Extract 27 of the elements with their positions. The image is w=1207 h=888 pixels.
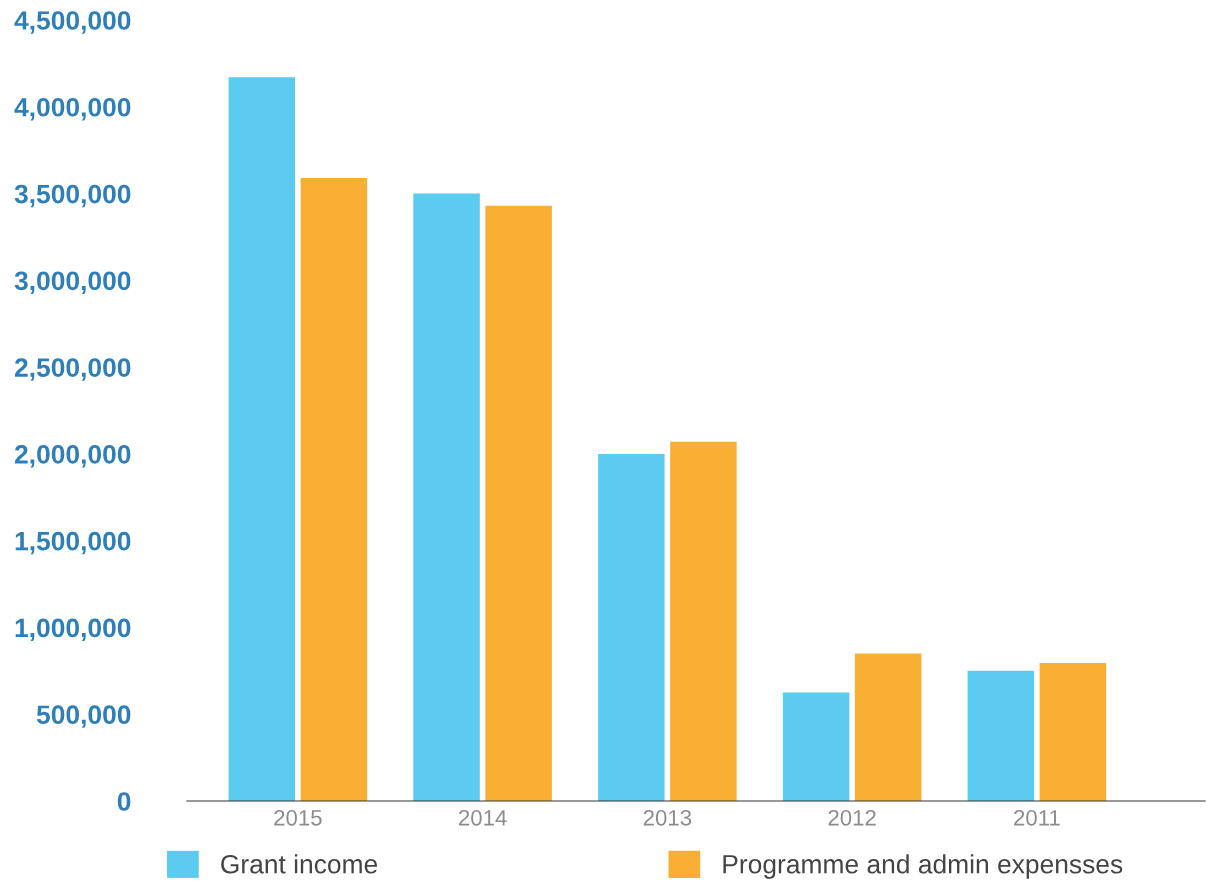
bar (670, 441, 737, 801)
y-tick-label: 2,500,000 (14, 358, 131, 381)
bar (598, 453, 665, 801)
x-tick-label: 2012 (828, 809, 876, 826)
y-tick-label: 0 (117, 792, 131, 811)
y-tick-label: 4,500,000 (14, 11, 131, 34)
y-tick-label: 2,000,000 (14, 445, 131, 468)
y-tick-label: 3,000,000 (14, 271, 131, 294)
x-tick-label: 2013 (643, 809, 692, 826)
bar (300, 177, 368, 801)
bar (967, 670, 1035, 801)
x-tick-label: 2015 (274, 809, 322, 826)
bar (485, 205, 552, 801)
x-tick-label: 2014 (459, 809, 507, 826)
bar (413, 193, 480, 801)
bar (1039, 663, 1107, 801)
legend-label: Programme and admin expensses (723, 854, 1123, 879)
y-tick-label: 500,000 (36, 705, 131, 728)
y-tick-label: 1,500,000 (15, 531, 131, 555)
legend-label: Grant income (221, 854, 378, 874)
y-tick-label: 1,000,000 (15, 618, 131, 642)
bar (854, 653, 922, 801)
bar (228, 77, 296, 801)
y-tick-label: 3,500,000 (14, 184, 131, 208)
x-tick-label: 2011 (1014, 809, 1060, 826)
bar (782, 692, 850, 801)
y-tick-label: 4,000,000 (14, 97, 131, 121)
